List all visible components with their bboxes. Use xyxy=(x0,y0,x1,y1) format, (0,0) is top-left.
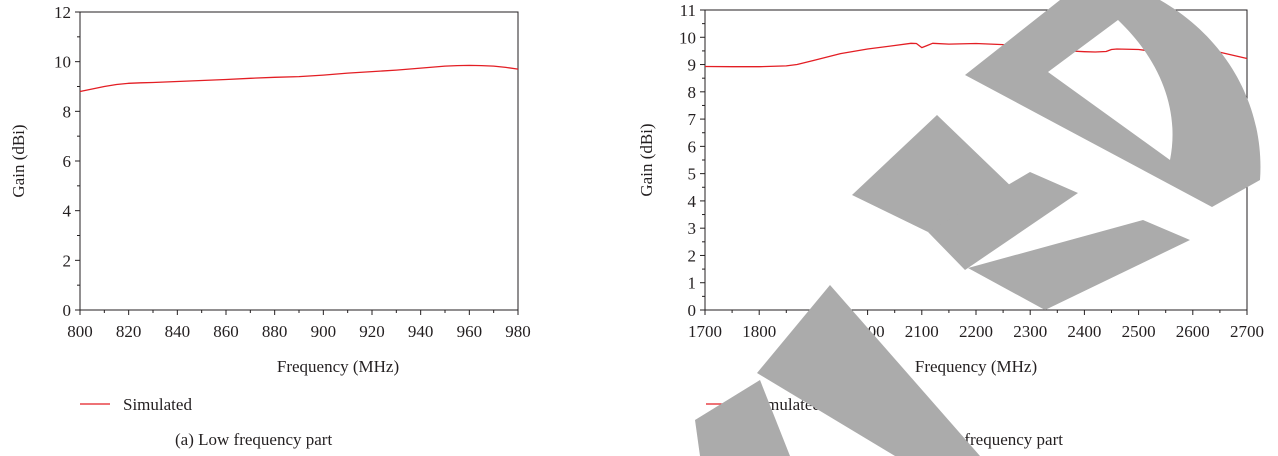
x-axis-label: Frequency (MHz) xyxy=(915,357,1037,376)
y-tick-label: 6 xyxy=(63,152,72,171)
chart-high-frequency: 0 1 2 3 4 5 6 7 8 9 10 11 1700 1800 1900 2000 2100 2200 2… xyxy=(637,1,1264,414)
x-tick-label: 960 xyxy=(457,322,483,341)
series-group xyxy=(704,42,1248,68)
legend-label: Simulated xyxy=(123,395,192,414)
x-axis-ticks: 800 820 840 860 880 900 920 940 960 980 xyxy=(67,310,531,341)
y-tick-label: 4 xyxy=(688,192,697,211)
x-axis-ticks: 1700 1800 1900 2000 2100 2200 2300 2400 2500 2600… xyxy=(688,310,1264,341)
y-tick-label: 5 xyxy=(688,165,697,184)
x-tick-label: 880 xyxy=(262,322,288,341)
x-tick-label: 820 xyxy=(116,322,142,341)
x-tick-label: 2500 xyxy=(1122,322,1156,341)
x-tick-label: 1800 xyxy=(742,322,776,341)
plot-area-frame xyxy=(704,9,1248,311)
y-tick-label: 4 xyxy=(63,202,72,221)
x-tick-label: 1700 xyxy=(688,322,722,341)
y-tick-label: 10 xyxy=(54,53,71,72)
x-tick-label: 800 xyxy=(67,322,93,341)
plot-area-frame xyxy=(79,11,519,311)
series-group xyxy=(79,64,519,93)
x-tick-label: 2600 xyxy=(1176,322,1210,341)
caption-high-frequency: (b) High frequency part xyxy=(902,430,1063,449)
x-tick-label: 2200 xyxy=(959,322,993,341)
y-tick-label: 2 xyxy=(688,246,697,265)
y-tick-label: 3 xyxy=(688,219,697,238)
y-tick-label: 2 xyxy=(63,251,72,270)
y-tick-label: 6 xyxy=(688,137,697,156)
x-tick-label: 920 xyxy=(359,322,385,341)
x-tick-label: 2000 xyxy=(851,322,885,341)
y-axis-ticks: 0 1 2 3 4 5 6 7 8 9 10 11 xyxy=(679,1,705,320)
x-tick-label: 2300 xyxy=(1013,322,1047,341)
y-tick-label: 8 xyxy=(63,102,72,121)
y-axis-ticks: 0 2 4 6 8 10 12 xyxy=(54,3,80,320)
series-line-simulated xyxy=(704,42,1248,68)
y-tick-label: 8 xyxy=(688,83,697,102)
x-tick-label: 2700 xyxy=(1230,322,1264,341)
x-tick-label: 980 xyxy=(505,322,531,341)
caption-low-frequency: (a) Low frequency part xyxy=(175,430,333,449)
legend-label: Simulated xyxy=(752,395,821,414)
chart-low-frequency: 0 2 4 6 8 10 12 800 820 840 860 880 900 920 940 960 980… xyxy=(9,3,531,414)
y-tick-label: 0 xyxy=(688,301,697,320)
x-tick-label: 900 xyxy=(311,322,337,341)
x-tick-label: 2100 xyxy=(905,322,939,341)
y-tick-label: 0 xyxy=(63,301,72,320)
series-line-simulated xyxy=(79,64,519,93)
y-tick-label: 12 xyxy=(54,3,71,22)
x-axis-label: Frequency (MHz) xyxy=(277,357,399,376)
y-axis-label: Gain (dBi) xyxy=(9,124,28,197)
y-tick-label: 7 xyxy=(688,110,697,129)
y-tick-label: 1 xyxy=(688,274,697,293)
y-axis-label: Gain (dBi) xyxy=(637,123,656,196)
x-tick-label: 940 xyxy=(408,322,434,341)
y-tick-label: 9 xyxy=(688,56,697,75)
x-tick-label: 2400 xyxy=(1067,322,1101,341)
y-tick-label: 11 xyxy=(680,1,696,20)
x-tick-label: 840 xyxy=(165,322,191,341)
x-tick-label: 860 xyxy=(213,322,239,341)
y-tick-label: 10 xyxy=(679,28,696,47)
x-tick-label: 1900 xyxy=(796,322,830,341)
